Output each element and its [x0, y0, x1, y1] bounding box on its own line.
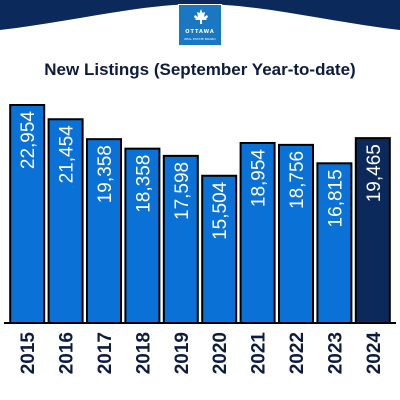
bar-2021: [239, 141, 276, 324]
logo-brand-subtitle: REAL ESTATE BOARD: [184, 37, 216, 41]
tick-label-2017: 2017: [95, 332, 116, 374]
bar-2019: [162, 154, 199, 324]
tick-label-2015: 2015: [18, 332, 39, 375]
bar-2022: [278, 143, 314, 324]
bar-2023: [316, 162, 353, 324]
tick-label-2018: 2018: [133, 332, 154, 374]
tick-label-2023: 2023: [325, 332, 346, 374]
maple-leaf-icon: [194, 9, 208, 24]
board-logo: OTTAWA REAL ESTATE BOARD: [178, 4, 222, 46]
data-label-2022: 18,756: [287, 151, 308, 209]
data-label-2018: 18,358: [133, 155, 154, 213]
chart-title: New Listings (September Year-to-date): [44, 60, 356, 79]
logo-brand-name: OTTAWA: [185, 29, 215, 35]
tick-label-2016: 2016: [57, 332, 78, 374]
data-label-2023: 16,815: [325, 169, 346, 227]
tick-label-2024: 2024: [364, 332, 385, 375]
data-label-2020: 15,504: [210, 181, 231, 240]
tick-label-2021: 2021: [249, 332, 270, 375]
data-label-2016: 21,454: [57, 125, 78, 184]
data-label-2017: 19,358: [95, 145, 116, 203]
bar-2018: [124, 147, 161, 324]
bar-2024: [354, 137, 391, 324]
bar-2020: [201, 174, 238, 324]
tick-label-2022: 2022: [287, 332, 308, 374]
data-label-2021: 18,954: [249, 149, 270, 208]
header-band: [0, 0, 400, 30]
data-label-2015: 22,954: [18, 111, 39, 170]
data-label-2024: 19,465: [364, 144, 385, 202]
tick-label-2020: 2020: [210, 332, 231, 374]
tick-label-2019: 2019: [172, 332, 193, 374]
bar-2016: [47, 118, 84, 324]
data-label-2019: 17,598: [172, 162, 193, 220]
